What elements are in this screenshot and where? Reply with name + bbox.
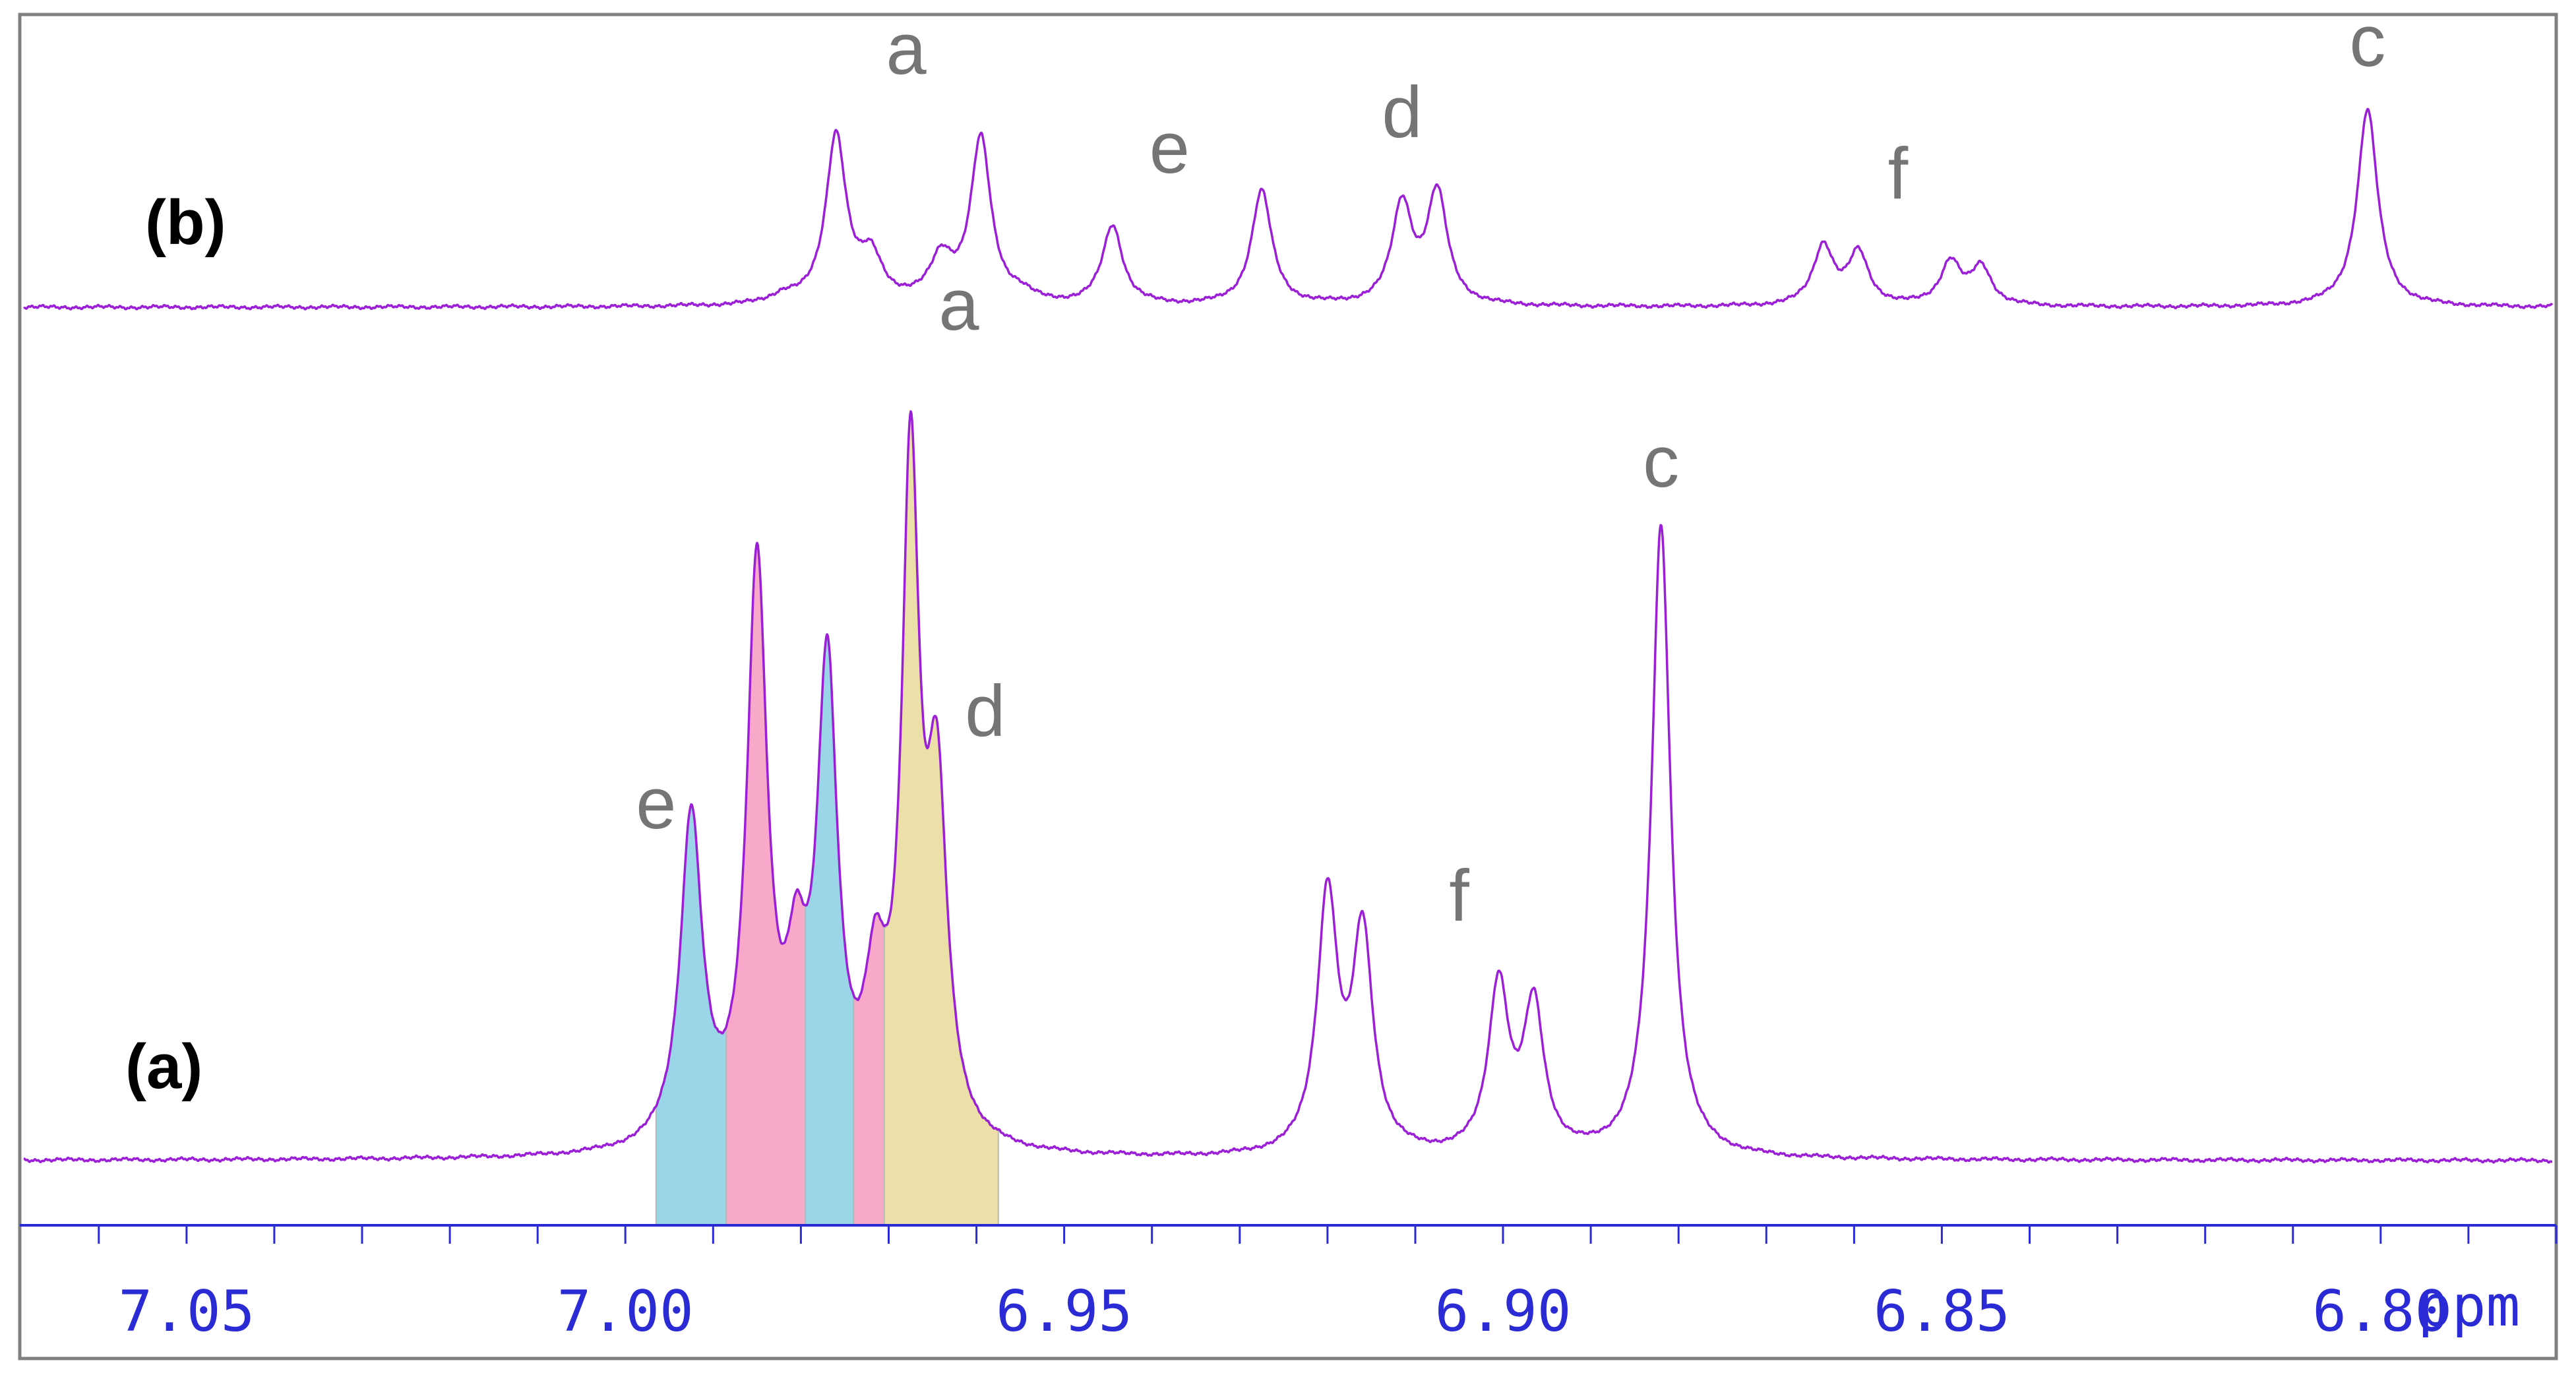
x-tick-label: 6.95	[996, 1279, 1132, 1345]
x-axis-unit-label: ppm	[2418, 1273, 2520, 1339]
peak-label-a-a: a	[938, 264, 979, 346]
peak-label-c-a: c	[1643, 421, 1679, 503]
peak-label-f-b: f	[1888, 133, 1909, 214]
peak-label-c-b: c	[2349, 1, 2385, 82]
peak-label-f-a: f	[1449, 855, 1469, 936]
x-tick-label: 7.05	[118, 1279, 255, 1345]
spectrum-a	[23, 410, 2553, 1164]
panel-label-a: (a)	[125, 1031, 202, 1102]
peak-label-e-b: e	[1150, 107, 1190, 189]
x-axis: 7.05 7.00 6.95 6.90 6.85 6.80	[20, 1224, 2558, 1345]
peak-labels: a e d f c e a d f c	[636, 1, 2385, 936]
peak-label-d-b: d	[1382, 72, 1422, 153]
peak-label-d-a: d	[965, 671, 1005, 752]
x-tick-label: 6.80	[2312, 1279, 2449, 1345]
spectrum-b	[23, 107, 2554, 311]
x-tick-label: 7.00	[557, 1279, 694, 1345]
figure-frame	[18, 13, 2558, 1360]
x-tick-label: 6.90	[1434, 1279, 1571, 1345]
x-tick-label: 6.85	[1874, 1279, 2010, 1345]
peak-label-e-a: e	[636, 763, 676, 844]
spectrum-b-trace	[23, 107, 2554, 311]
spectrum-a-trace	[23, 410, 2553, 1164]
panel-label-b: (b)	[145, 187, 226, 258]
peak-label-a-b: a	[886, 9, 927, 90]
